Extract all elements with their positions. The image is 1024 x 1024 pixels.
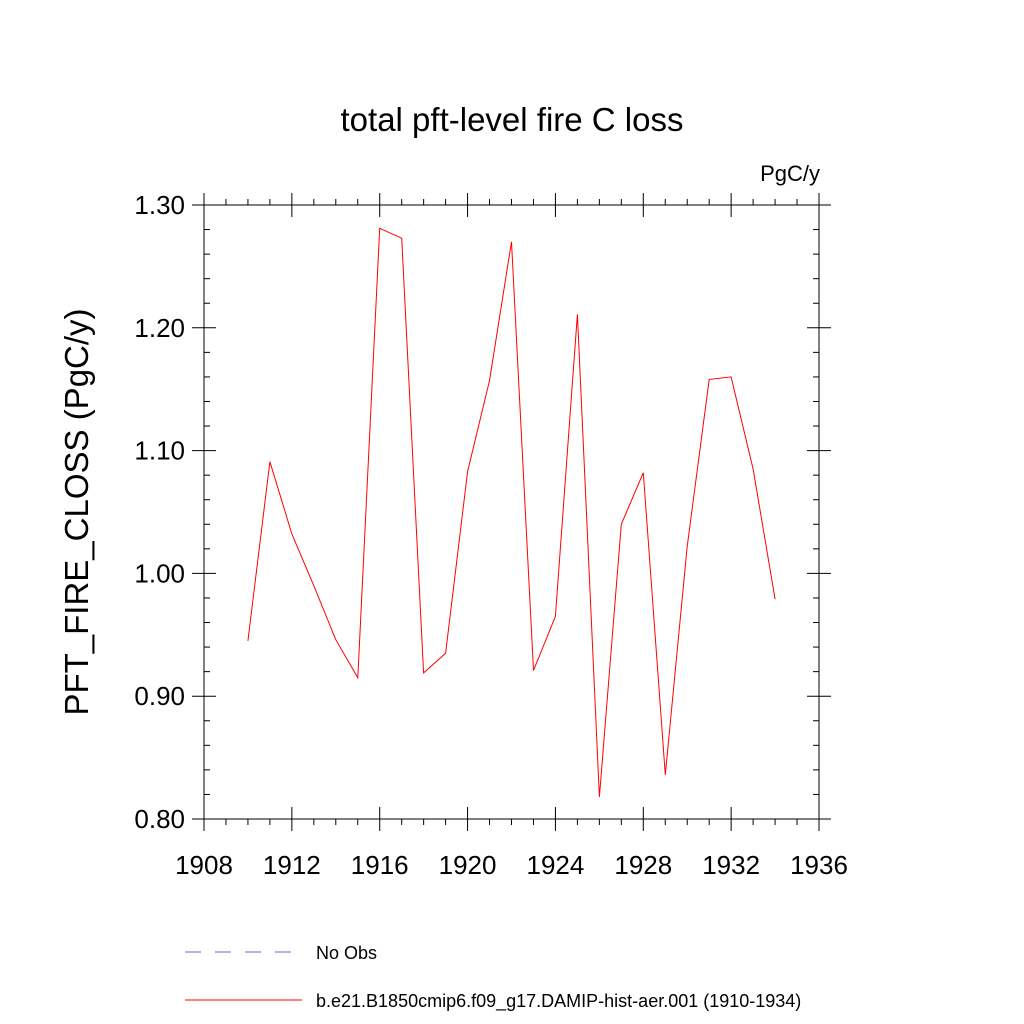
legend-label: b.e21.B1850cmip6.f09_g17.DAMIP-hist-aer.… xyxy=(316,991,801,1012)
series-line xyxy=(247,227,776,797)
y-tick-label: 0.90 xyxy=(134,681,185,711)
x-tick-label: 1920 xyxy=(439,850,497,880)
tick-labels: 1908 1912 1916 1920 1924 1928 1932 1936 0.80 0.90… xyxy=(134,190,848,880)
x-tick-label: 1924 xyxy=(527,850,585,880)
chart-title: total pft-level fire C loss xyxy=(341,101,684,138)
y-tick-label: 0.80 xyxy=(134,804,185,834)
y-tick-label: 1.00 xyxy=(134,558,185,588)
axis-ticks xyxy=(192,193,831,831)
x-tick-label: 1916 xyxy=(351,850,409,880)
y-axis-label: PFT_FIRE_CLOSS (PgC/y) xyxy=(58,308,95,715)
y-tick-label: 1.30 xyxy=(134,190,185,220)
y-tick-label: 1.10 xyxy=(134,436,185,466)
x-tick-label: 1908 xyxy=(175,850,233,880)
series-layer xyxy=(247,227,776,797)
plot-frame xyxy=(203,204,820,820)
x-tick-label: 1912 xyxy=(263,850,321,880)
legend-label: No Obs xyxy=(316,943,377,963)
x-tick-label: 1936 xyxy=(790,850,848,880)
legend: No Obs b.e21.B1850cmip6.f09_g17.DAMIP-his… xyxy=(185,943,801,1012)
x-tick-label: 1928 xyxy=(614,850,672,880)
units-label: PgC/y xyxy=(760,161,820,186)
y-tick-label: 1.20 xyxy=(134,313,185,343)
x-tick-label: 1932 xyxy=(702,850,760,880)
